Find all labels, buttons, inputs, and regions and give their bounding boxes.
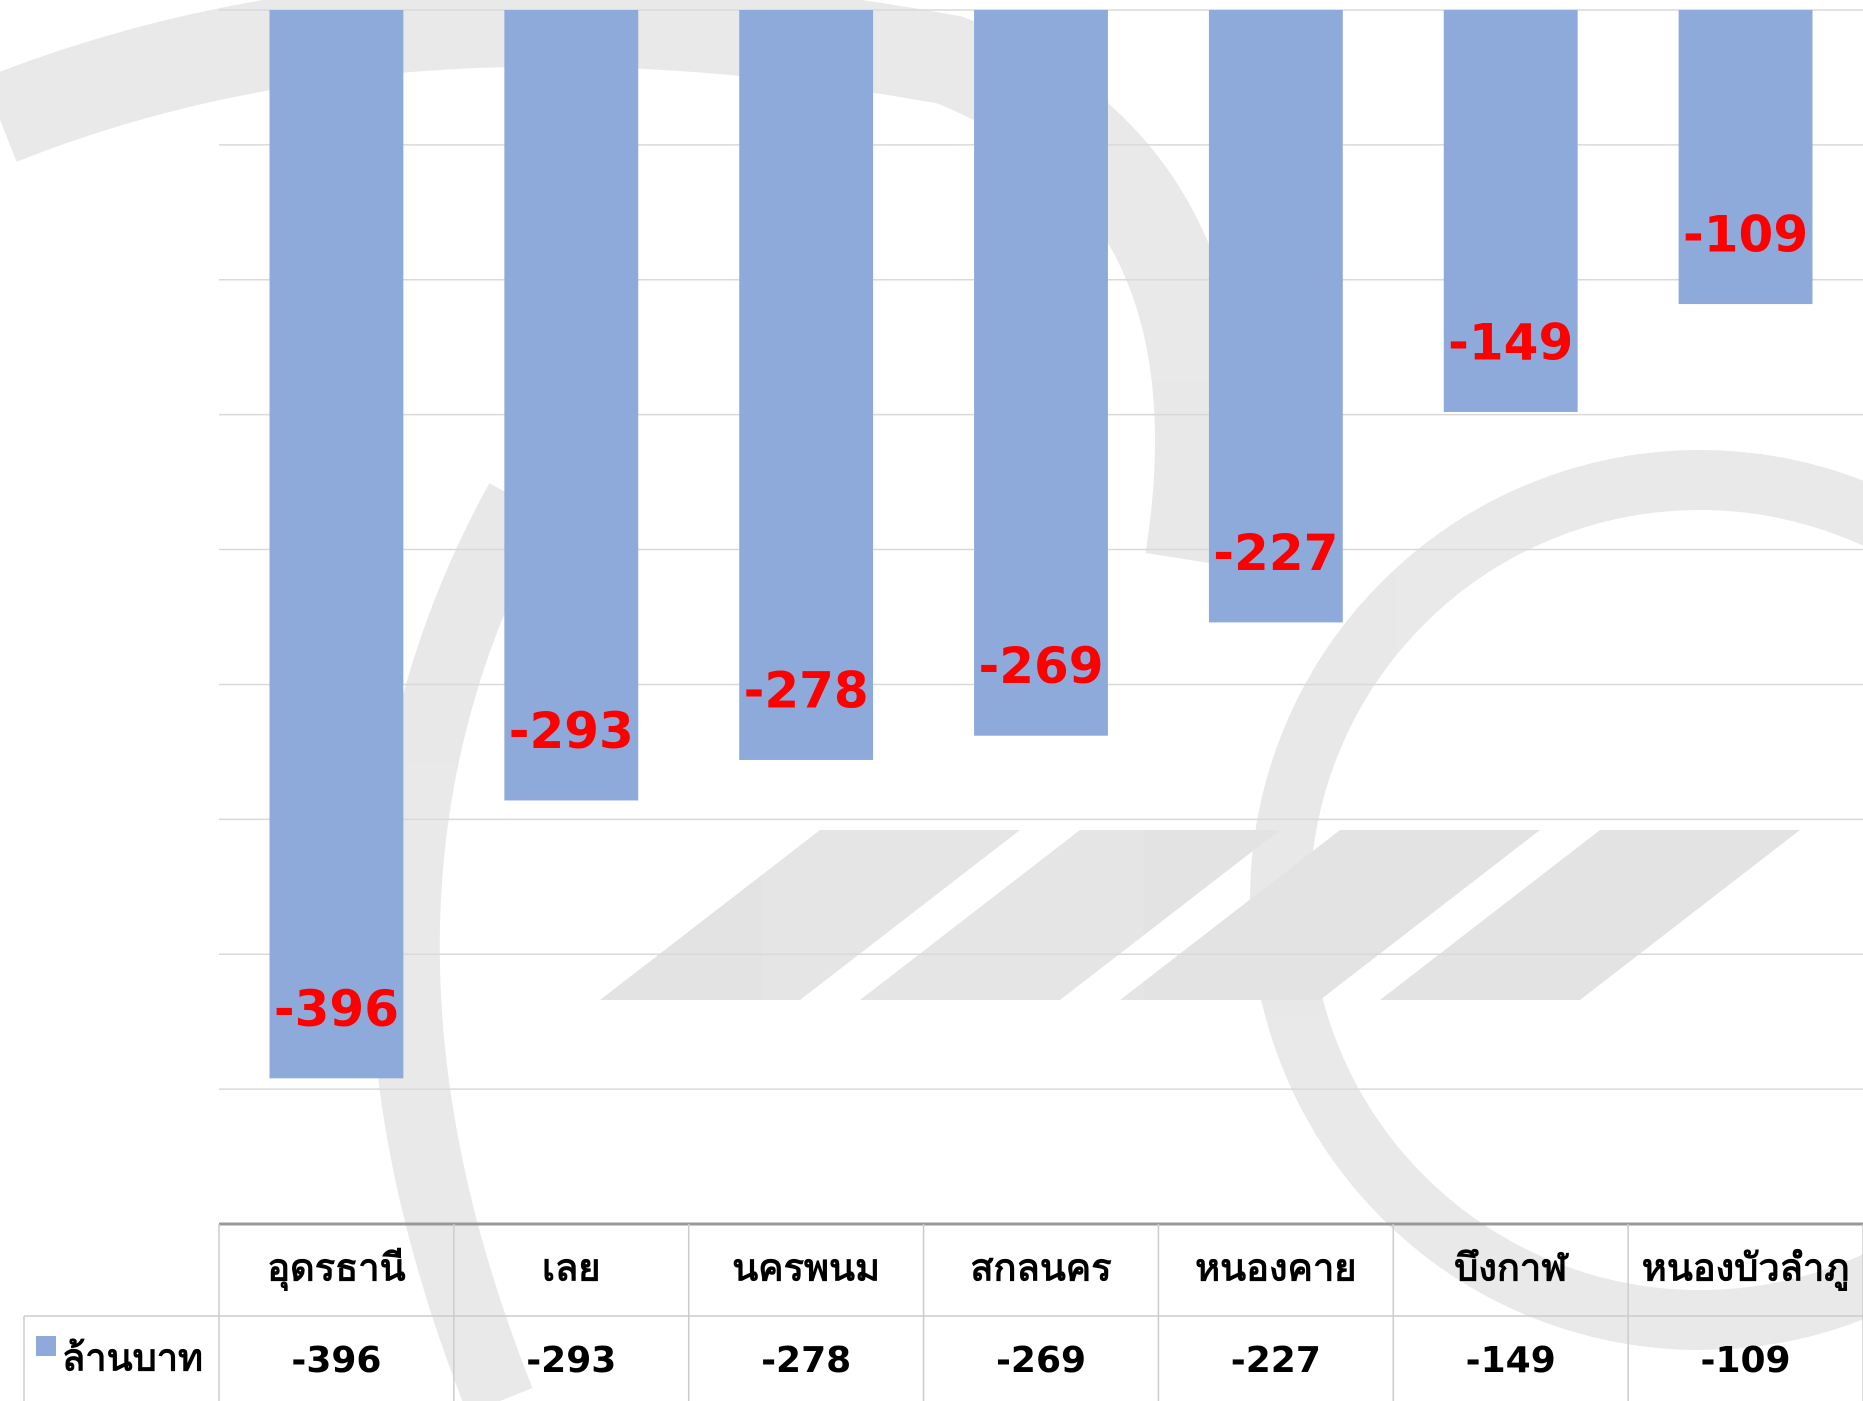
data-label: -227 xyxy=(1213,524,1338,582)
category-label: เลย xyxy=(542,1246,601,1290)
bar xyxy=(1678,10,1813,305)
data-label: -278 xyxy=(744,661,869,719)
bar xyxy=(269,10,404,1079)
table-value: -269 xyxy=(996,1340,1086,1381)
bar xyxy=(1208,10,1343,623)
category-label: นครพนม xyxy=(732,1246,880,1290)
legend-label: ล้านบาท xyxy=(62,1336,203,1380)
category-label: หนองบัวลำภู xyxy=(1642,1246,1850,1292)
data-label: -396 xyxy=(274,980,399,1038)
table-value: -396 xyxy=(291,1340,381,1381)
bar xyxy=(504,10,639,801)
category-label: หนองคาย xyxy=(1195,1246,1356,1290)
category-label: สกลนคร xyxy=(970,1246,1112,1290)
bar xyxy=(1443,10,1578,412)
data-label: -149 xyxy=(1448,313,1573,371)
table-value: -278 xyxy=(761,1340,851,1381)
table-value: -227 xyxy=(1231,1340,1321,1381)
category-label: อุดรธานี xyxy=(267,1246,405,1292)
bar xyxy=(739,10,874,760)
data-label: -109 xyxy=(1683,206,1808,264)
table-value: -293 xyxy=(526,1340,616,1381)
data-label: -293 xyxy=(509,702,634,760)
legend-swatch xyxy=(36,1336,56,1356)
table-value: -149 xyxy=(1466,1340,1556,1381)
bar xyxy=(974,10,1108,736)
data-label: -269 xyxy=(978,637,1103,695)
category-label: บึงกาฬ xyxy=(1454,1246,1569,1290)
table-value: -109 xyxy=(1701,1340,1791,1381)
